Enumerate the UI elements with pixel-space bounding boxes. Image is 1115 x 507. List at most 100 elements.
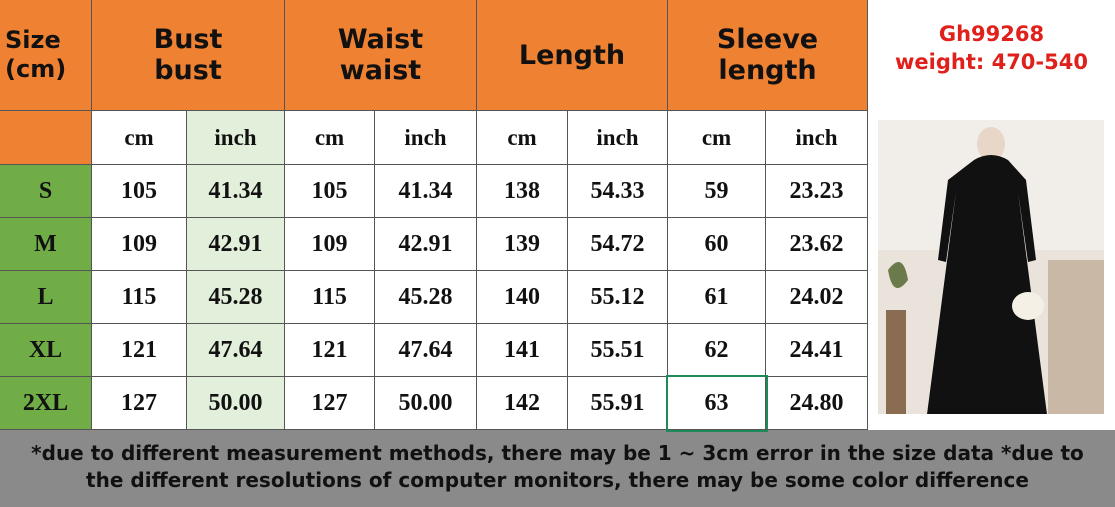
- value-text: 62: [704, 336, 729, 363]
- value-text: 54.33: [590, 177, 645, 204]
- unit-cell: inch: [766, 111, 868, 165]
- value-cell: 41.34: [375, 165, 477, 218]
- size-cell: 2XL: [0, 377, 92, 430]
- product-code: Gh99268: [938, 22, 1045, 46]
- value-text: 50.00: [208, 389, 263, 416]
- unit-text: cm: [124, 124, 154, 150]
- value-cell: 50.00: [187, 377, 285, 430]
- value-cell: 23.62: [766, 218, 868, 271]
- value-cell: 140: [477, 271, 568, 324]
- size-text: 2XL: [22, 389, 69, 416]
- value-cell: 23.23: [766, 165, 868, 218]
- value-cell: 24.02: [766, 271, 868, 324]
- value-text: 41.34: [208, 177, 263, 204]
- value-cell: 59: [668, 165, 766, 218]
- value-cell: 105: [285, 165, 375, 218]
- blank-cell: [0, 111, 92, 165]
- size-text: L: [37, 283, 54, 310]
- value-cell: 141: [477, 324, 568, 377]
- value-cell: 47.64: [375, 324, 477, 377]
- value-text: 42.91: [208, 230, 263, 257]
- value-cell: 47.64: [187, 324, 285, 377]
- value-text: 115: [121, 283, 157, 310]
- value-cell: 54.33: [568, 165, 668, 218]
- value-text: 115: [312, 283, 347, 310]
- header-text: Sleeve: [716, 24, 819, 55]
- value-text: 54.72: [590, 230, 645, 257]
- header-text: Size: [5, 26, 61, 54]
- value-text: 45.28: [398, 283, 453, 310]
- footer-note: *due to different measurement methods, t…: [0, 430, 1115, 507]
- value-text: 121: [121, 336, 157, 363]
- value-text: 59: [704, 177, 729, 204]
- header-cell: Length: [477, 0, 668, 111]
- header-text: bust: [154, 55, 222, 86]
- value-text: 105: [311, 177, 348, 204]
- header-text: waist: [339, 55, 422, 86]
- value-cell: 121: [285, 324, 375, 377]
- size-cell: L: [0, 271, 92, 324]
- value-cell: 127: [285, 377, 375, 430]
- value-text: 61: [704, 283, 729, 310]
- unit-cell: cm: [668, 111, 766, 165]
- header-text: Bust: [153, 24, 223, 55]
- value-text: 41.34: [398, 177, 453, 204]
- value-cell: 105: [92, 165, 187, 218]
- value-cell: 115: [285, 271, 375, 324]
- size-text: XL: [28, 336, 63, 363]
- value-cell: 42.91: [187, 218, 285, 271]
- value-cell: 55.51: [568, 324, 668, 377]
- unit-text: cm: [314, 124, 345, 150]
- value-text: 24.02: [789, 283, 844, 310]
- header-cell: Bust bust: [92, 0, 285, 111]
- unit-cell: cm: [477, 111, 568, 165]
- value-text: 109: [311, 230, 348, 257]
- size-cell: M: [0, 218, 92, 271]
- value-cell: 54.72: [568, 218, 668, 271]
- header-cell: Size (cm): [0, 0, 92, 111]
- value-text: 24.80: [789, 389, 844, 416]
- product-weight: weight: 470-540: [895, 50, 1088, 74]
- unit-text: cm: [701, 124, 732, 150]
- value-text: 23.23: [789, 177, 844, 204]
- value-text: 47.64: [208, 336, 263, 363]
- unit-text: inch: [795, 124, 838, 150]
- value-cell: 24.80: [766, 377, 868, 430]
- product-panel: Gh99268 weight: 470-540: [868, 0, 1115, 430]
- value-cell: 127: [92, 377, 187, 430]
- unit-cell: inch: [375, 111, 477, 165]
- value-cell: 63: [666, 375, 768, 432]
- value-text: 139: [504, 230, 540, 257]
- value-cell: 50.00: [375, 377, 477, 430]
- value-cell: 42.91: [375, 218, 477, 271]
- value-cell: 109: [285, 218, 375, 271]
- value-cell: 115: [92, 271, 187, 324]
- value-text: 138: [504, 177, 540, 204]
- value-text: 142: [504, 389, 540, 416]
- size-text: M: [34, 230, 57, 257]
- unit-text: inch: [214, 124, 257, 150]
- value-cell: 45.28: [187, 271, 285, 324]
- value-text: 55.12: [590, 283, 645, 310]
- header-text: Length: [518, 39, 626, 71]
- unit-text: inch: [404, 124, 447, 150]
- size-cell: S: [0, 165, 92, 218]
- value-cell: 45.28: [375, 271, 477, 324]
- unit-cell: inch: [187, 111, 285, 165]
- header-cell: Sleeve length: [668, 0, 868, 111]
- header-text: Waist: [337, 24, 424, 55]
- value-text: 109: [121, 230, 157, 257]
- value-text: 140: [504, 283, 540, 310]
- value-text: 63: [704, 389, 729, 416]
- value-text: 42.91: [398, 230, 453, 257]
- value-cell: 55.91: [568, 377, 668, 430]
- value-text: 45.28: [208, 283, 263, 310]
- unit-cell: cm: [92, 111, 187, 165]
- header-text: (cm): [5, 55, 67, 83]
- value-cell: 138: [477, 165, 568, 218]
- unit-text: cm: [507, 124, 537, 150]
- value-cell: 55.12: [568, 271, 668, 324]
- value-cell: 121: [92, 324, 187, 377]
- value-text: 127: [311, 389, 348, 416]
